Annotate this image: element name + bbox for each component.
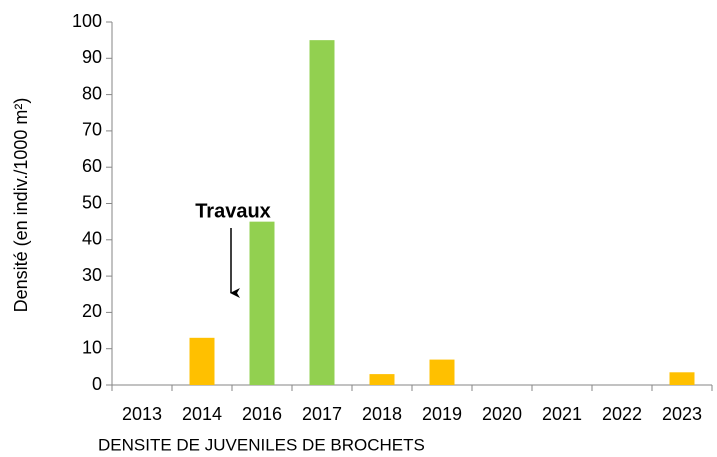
bar bbox=[429, 359, 455, 385]
x-tick-label: 2019 bbox=[422, 404, 462, 424]
y-tick-label: 10 bbox=[82, 337, 102, 357]
y-tick-label: 40 bbox=[82, 229, 102, 249]
y-tick-label: 80 bbox=[82, 83, 102, 103]
x-tick-label: 2021 bbox=[542, 404, 582, 424]
bar bbox=[669, 372, 695, 385]
y-tick-label: 0 bbox=[92, 374, 102, 394]
bar bbox=[369, 374, 395, 385]
x-tick-label: 2020 bbox=[482, 404, 522, 424]
x-tick-label: 2016 bbox=[242, 404, 282, 424]
y-tick-label: 30 bbox=[82, 265, 102, 285]
annotation: Travaux bbox=[195, 200, 271, 222]
x-tick-label: 2013 bbox=[122, 404, 162, 424]
x-tick-label: 2023 bbox=[662, 404, 702, 424]
y-tick-label: 90 bbox=[82, 47, 102, 67]
y-axis-label: Densité (en indiv./1000 m²) bbox=[11, 98, 31, 313]
y-tick-label: 20 bbox=[82, 301, 102, 321]
bar bbox=[249, 221, 275, 385]
y-tick-label: 50 bbox=[82, 192, 102, 212]
x-tick-label: 2018 bbox=[362, 404, 402, 424]
bar bbox=[189, 337, 215, 385]
y-tick-label: 60 bbox=[82, 156, 102, 176]
y-tick-label: 70 bbox=[82, 120, 102, 140]
x-tick-label: 2022 bbox=[602, 404, 642, 424]
y-tick-label: 100 bbox=[72, 11, 102, 31]
x-tick-label: 2017 bbox=[302, 404, 342, 424]
chart-title: DENSITE DE JUVENILES DE BROCHETS bbox=[98, 435, 425, 454]
x-tick-label: 2014 bbox=[182, 404, 222, 424]
bar bbox=[309, 40, 335, 386]
